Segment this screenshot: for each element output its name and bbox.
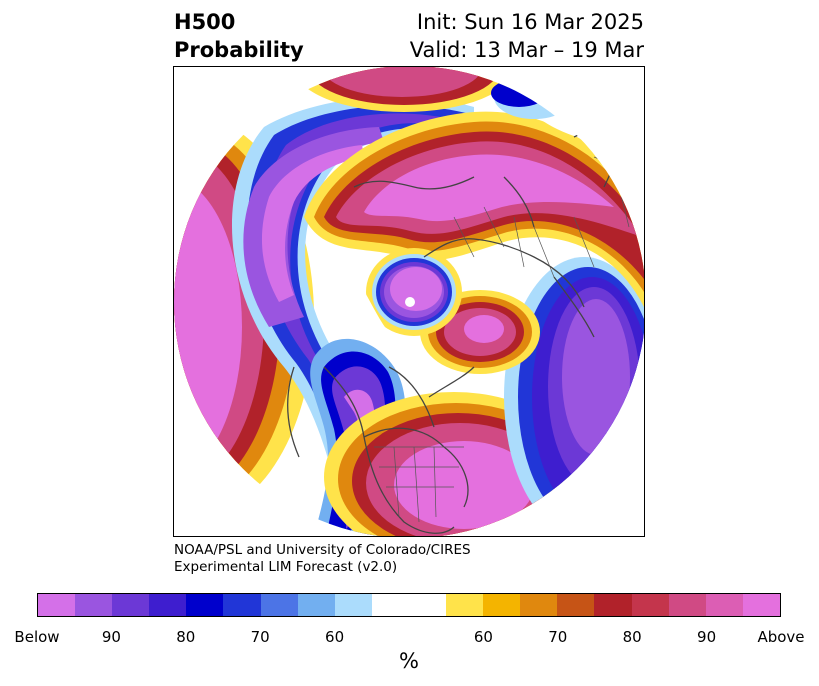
- colorbar-tick-label: 60: [325, 628, 345, 646]
- colorbar-swatch: [742, 594, 780, 616]
- colorbar-swatch: [260, 594, 298, 616]
- borders: [374, 156, 644, 523]
- colorbar-swatch: [334, 594, 372, 616]
- title-probability: Probability: [174, 38, 304, 62]
- colorbar-tick-label: 80: [622, 628, 642, 646]
- forecast-map: [174, 67, 644, 536]
- map-panel: [173, 66, 645, 537]
- title-variable: H500: [174, 10, 236, 34]
- pole-marker: [405, 297, 415, 307]
- colorbar-swatch: [149, 594, 187, 616]
- colorbar-tick-label: 90: [101, 628, 121, 646]
- colorbar: [37, 593, 781, 617]
- colorbar-swatch: [408, 594, 447, 616]
- colorbar-tick-label: 70: [548, 628, 568, 646]
- colorbar-tick-label: 60: [473, 628, 493, 646]
- init-date: Init: Sun 16 Mar 2025: [416, 10, 644, 34]
- credit-line-1: NOAA/PSL and University of Colorado/CIRE…: [174, 542, 471, 558]
- colorbar-swatch: [557, 594, 595, 616]
- polar-vortex-below: [366, 248, 462, 336]
- colorbar-swatch: [483, 594, 521, 616]
- colorbar-swatch: [705, 594, 743, 616]
- colorbar-swatch: [446, 594, 484, 616]
- colorbar-tick-label: 80: [176, 628, 196, 646]
- valid-range: Valid: 13 Mar – 19 Mar: [409, 38, 644, 62]
- colorbar-swatch: [594, 594, 632, 616]
- colorbar-swatch: [668, 594, 706, 616]
- plot-title-left: H500 Probability: [174, 8, 304, 64]
- colorbar-swatch: [112, 594, 150, 616]
- colorbar-swatch: [223, 594, 261, 616]
- colorbar-swatch: [520, 594, 558, 616]
- colorbar-swatch: [297, 594, 335, 616]
- plot-title-right: Init: Sun 16 Mar 2025 Valid: 13 Mar – 19…: [410, 8, 644, 64]
- colorbar-swatch: [371, 594, 409, 616]
- credit-text: NOAA/PSL and University of Colorado/CIRE…: [174, 542, 471, 576]
- colorbar-tick-label: Above: [757, 628, 805, 646]
- colorbar-swatch: [631, 594, 669, 616]
- credit-line-2: Experimental LIM Forecast (v2.0): [174, 559, 398, 575]
- eurasia-ridge-above: [304, 111, 644, 307]
- colorbar-tick-label: 70: [250, 628, 270, 646]
- colorbar-unit-label: %: [399, 649, 419, 673]
- arctic-ridge-above: [294, 67, 514, 112]
- colorbar-tick-label: 90: [697, 628, 717, 646]
- colorbar-swatch: [38, 594, 76, 616]
- colorbar-swatch: [186, 594, 224, 616]
- colorbar-swatch: [75, 594, 113, 616]
- western-trough-below: [231, 96, 474, 536]
- neutral-wedge: [359, 282, 399, 347]
- colorbar-tick-label: Below: [14, 628, 60, 646]
